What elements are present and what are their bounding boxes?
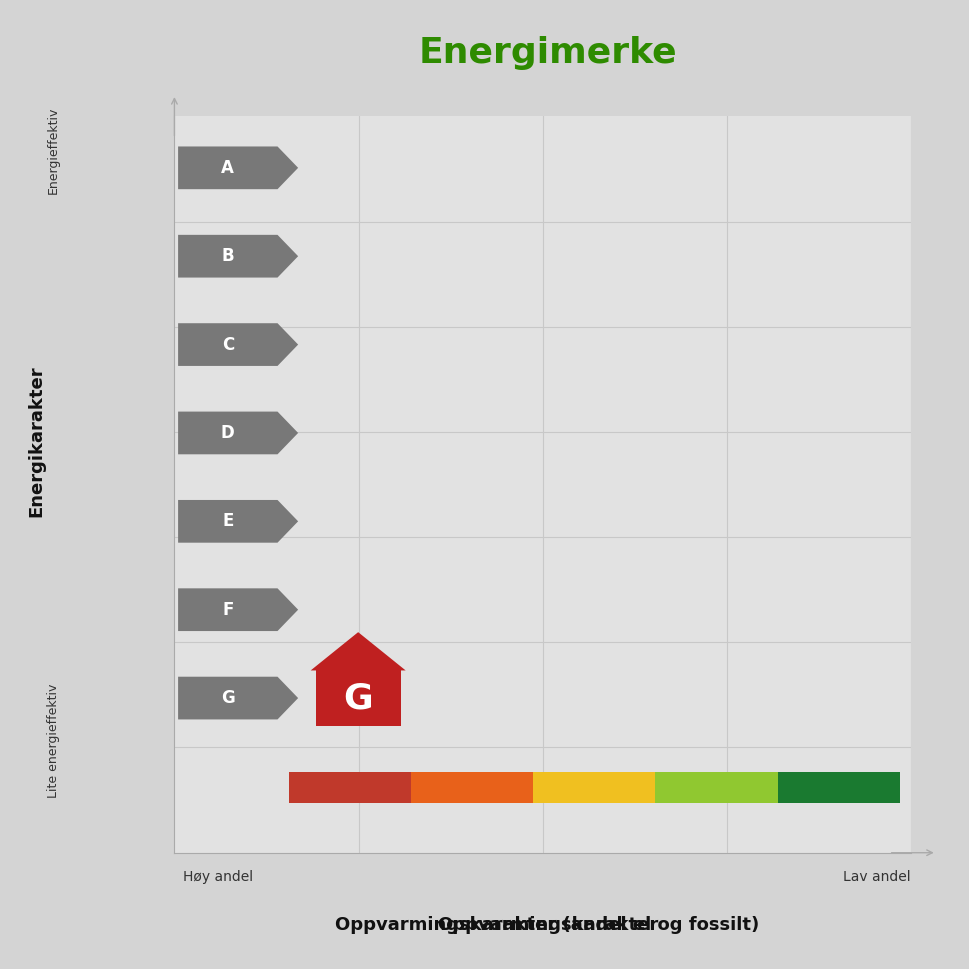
Bar	[533, 772, 655, 803]
Bar	[289, 772, 411, 803]
Polygon shape	[178, 146, 298, 189]
Text: Høy andel: Høy andel	[183, 870, 253, 884]
Text: D: D	[221, 424, 234, 442]
Text: Lav andel: Lav andel	[843, 870, 911, 884]
Polygon shape	[178, 234, 298, 277]
Polygon shape	[316, 671, 400, 726]
Polygon shape	[311, 632, 406, 671]
Text: Energimerke: Energimerke	[419, 36, 676, 71]
Text: E: E	[222, 513, 234, 530]
Polygon shape	[178, 588, 298, 631]
Polygon shape	[178, 500, 298, 543]
Text: C: C	[222, 335, 234, 354]
Text: Energikarakter: Energikarakter	[28, 365, 46, 516]
Polygon shape	[178, 676, 298, 719]
Polygon shape	[178, 324, 298, 366]
Polygon shape	[178, 412, 298, 454]
Text: G: G	[343, 681, 373, 715]
Text: F: F	[222, 601, 234, 618]
Text: Lite energieffektiv: Lite energieffektiv	[47, 684, 60, 798]
Bar	[411, 772, 533, 803]
Text: A: A	[221, 159, 234, 176]
Text: Energieffektiv: Energieffektiv	[47, 107, 60, 194]
Text: G: G	[221, 689, 234, 707]
Text: B: B	[222, 247, 234, 266]
Bar	[777, 772, 900, 803]
Text: Oppvarmingskarakter: Oppvarmingskarakter	[437, 917, 658, 934]
Text: Oppvarmingskarakter (andel el og fossilt): Oppvarmingskarakter (andel el og fossilt…	[335, 917, 760, 934]
Bar	[655, 772, 777, 803]
